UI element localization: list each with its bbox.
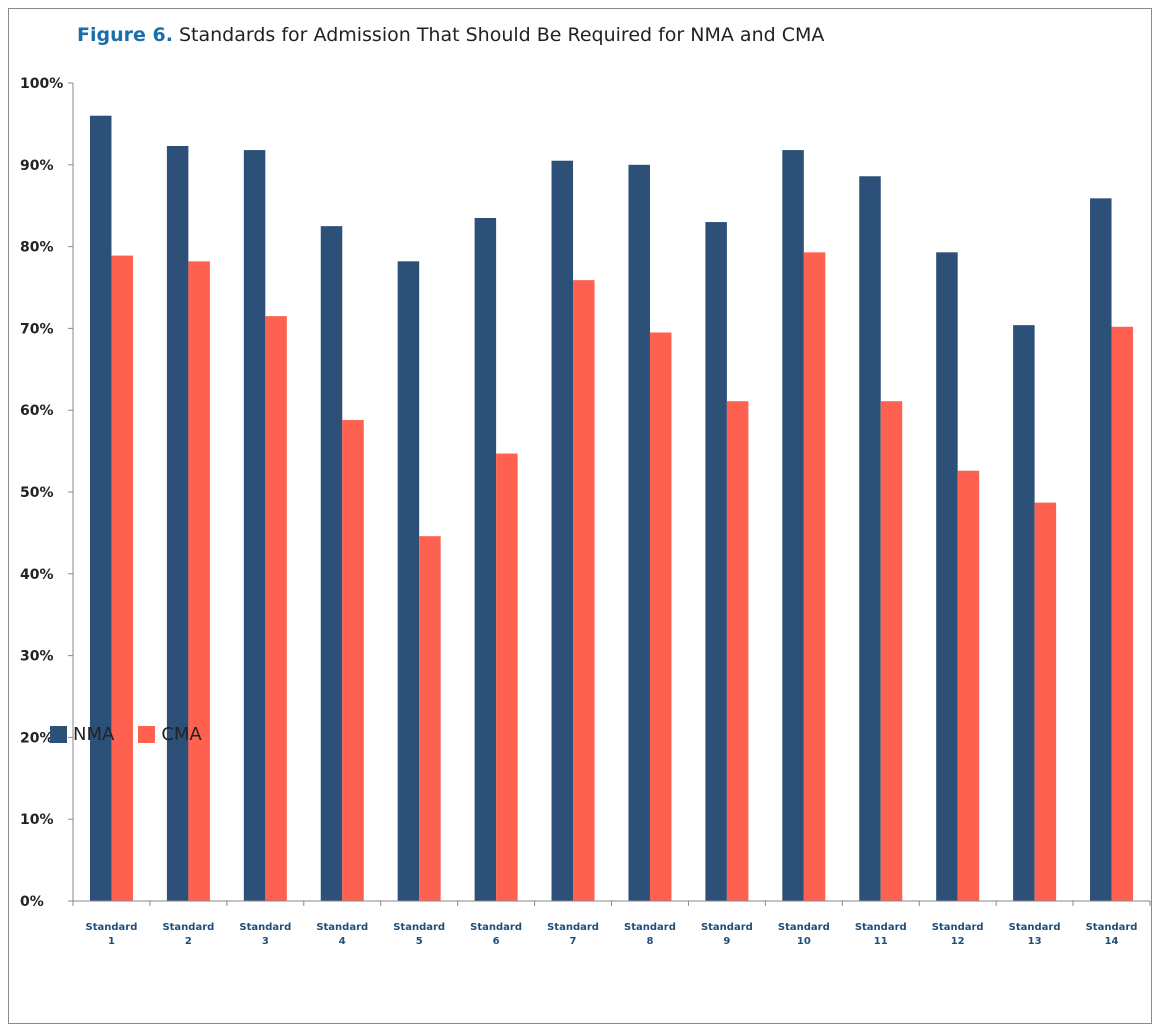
x-tick-label: Standard 3: [239, 922, 291, 947]
bar-cma-1: [111, 255, 133, 901]
bar-cma-3: [265, 316, 287, 901]
chart-title: Figure 6. Standards for Admission That S…: [77, 24, 824, 46]
x-tick-label: Standard 12: [932, 922, 984, 947]
x-tick-label: Standard 1: [86, 922, 138, 947]
x-tick-label: Standard 7: [547, 922, 599, 947]
bar-cma-13: [1034, 502, 1057, 901]
bar-nma-11: [859, 176, 881, 901]
y-tick-label: 20%: [20, 730, 54, 746]
y-tick-label: 80%: [20, 240, 54, 256]
x-axis: Standard 1 Standard 2 Standard 3 Standard 4 Stan…: [72, 900, 1151, 947]
bar-nma-5: [397, 261, 420, 902]
bar-cma-5: [419, 536, 441, 901]
y-tick-label: 10%: [20, 812, 54, 828]
y-tick-label: 30%: [20, 649, 54, 665]
legend-item-nma: NMA: [50, 724, 114, 745]
bar-nma-3: [243, 150, 266, 902]
x-tick-label: Standard 8: [624, 922, 676, 947]
bar-cma-4: [342, 420, 364, 901]
bar-cma-9: [726, 401, 749, 901]
bar-cma-11: [880, 401, 903, 901]
y-tick-label: 50%: [20, 485, 54, 501]
bar-nma-8: [628, 164, 650, 902]
x-tick-label: Standard 10: [778, 922, 830, 947]
y-tick-label: 0%: [20, 894, 44, 910]
y-tick-label: 40%: [20, 567, 54, 583]
bar-nma-12: [936, 252, 958, 902]
bar-cma-6: [496, 453, 518, 901]
chart-title-text: Standards for Admission That Should Be R…: [178, 24, 825, 46]
legend-item-cma: CMA: [138, 724, 202, 745]
x-tick-label: Standard 9: [701, 922, 753, 947]
y-tick-label: 90%: [20, 158, 54, 174]
y-tick-label: 60%: [20, 403, 54, 419]
figure-label: Figure 6.: [77, 24, 173, 46]
bar-nma-9: [705, 222, 727, 901]
legend-swatch-nma: [50, 726, 67, 743]
bar-cma-7: [573, 280, 595, 901]
y-tick-label: 100%: [20, 76, 63, 92]
bar-nma-2: [166, 145, 189, 902]
bar-cma-8: [649, 332, 672, 901]
bar-nma-6: [474, 217, 497, 902]
bar-nma-1: [89, 115, 112, 902]
y-axis: 0% 10% 20% 30% 40% 50% 60% 70% 80% 90% 100%: [20, 76, 74, 910]
legend-swatch-cma: [138, 726, 156, 743]
x-tick-label: Standard 6: [470, 922, 522, 947]
bar-nma-13: [1013, 325, 1035, 901]
bar-cma-14: [1111, 326, 1134, 901]
x-tick-label: Standard 4: [316, 922, 368, 947]
x-tick-label: Standard 11: [855, 922, 907, 947]
bar-nma-14: [1090, 198, 1112, 901]
bar-cma-12: [957, 470, 980, 901]
legend-label-cma: CMA: [161, 724, 202, 745]
bar-nma-4: [320, 226, 343, 901]
bars: [89, 115, 1134, 902]
legend-label-nma: NMA: [73, 724, 115, 745]
legend: NMA CMA: [50, 724, 226, 745]
x-tick-label: Standard 13: [1009, 922, 1061, 947]
x-tick-label: Standard 2: [162, 922, 214, 947]
bar-nma-7: [551, 160, 574, 901]
x-tick-label: Standard 14: [1086, 922, 1138, 947]
bar-cma-2: [188, 261, 210, 902]
x-tick-label: Standard 5: [393, 922, 445, 947]
bar-nma-10: [782, 150, 804, 902]
y-tick-label: 70%: [20, 321, 54, 337]
bar-cma-10: [803, 252, 826, 902]
